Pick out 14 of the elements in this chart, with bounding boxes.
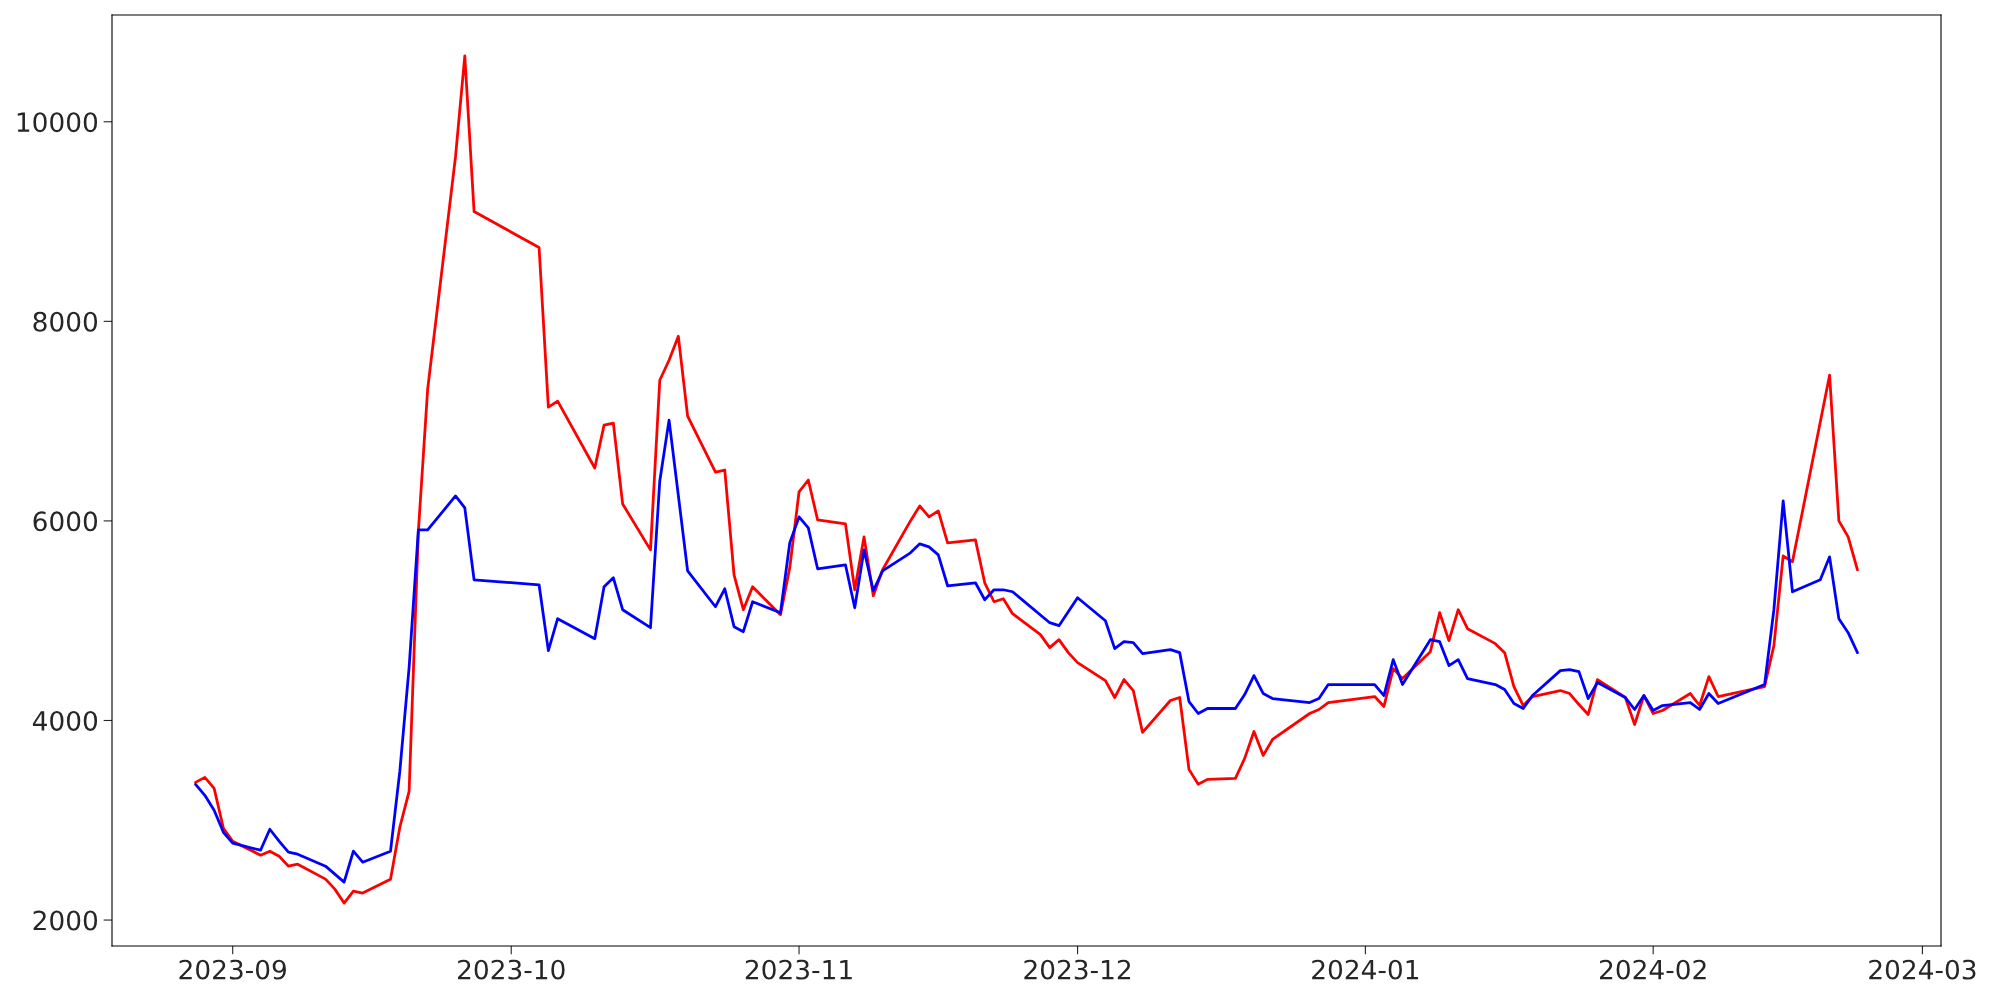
x-tick-label: 2023-11 — [745, 959, 852, 980]
line-series — [194, 418, 1859, 884]
y-tick-label: 4000 — [32, 710, 98, 731]
line-series — [194, 54, 1859, 905]
y-tick-label: 10000 — [17, 112, 98, 133]
x-tick-label: 2024-02 — [1599, 959, 1706, 980]
y-tick-label: 8000 — [33, 311, 98, 332]
y-tick-label: 6000 — [33, 511, 98, 532]
x-tick-label: 2023-10 — [458, 959, 565, 980]
x-tick-label: 2024-03 — [1869, 959, 1976, 980]
x-tick-label: 2023-12 — [1024, 959, 1131, 980]
x-tick-label: 2023-09 — [179, 959, 286, 980]
x-tick-label: 2024-01 — [1312, 959, 1419, 980]
y-tick-label: 2000 — [33, 910, 98, 931]
